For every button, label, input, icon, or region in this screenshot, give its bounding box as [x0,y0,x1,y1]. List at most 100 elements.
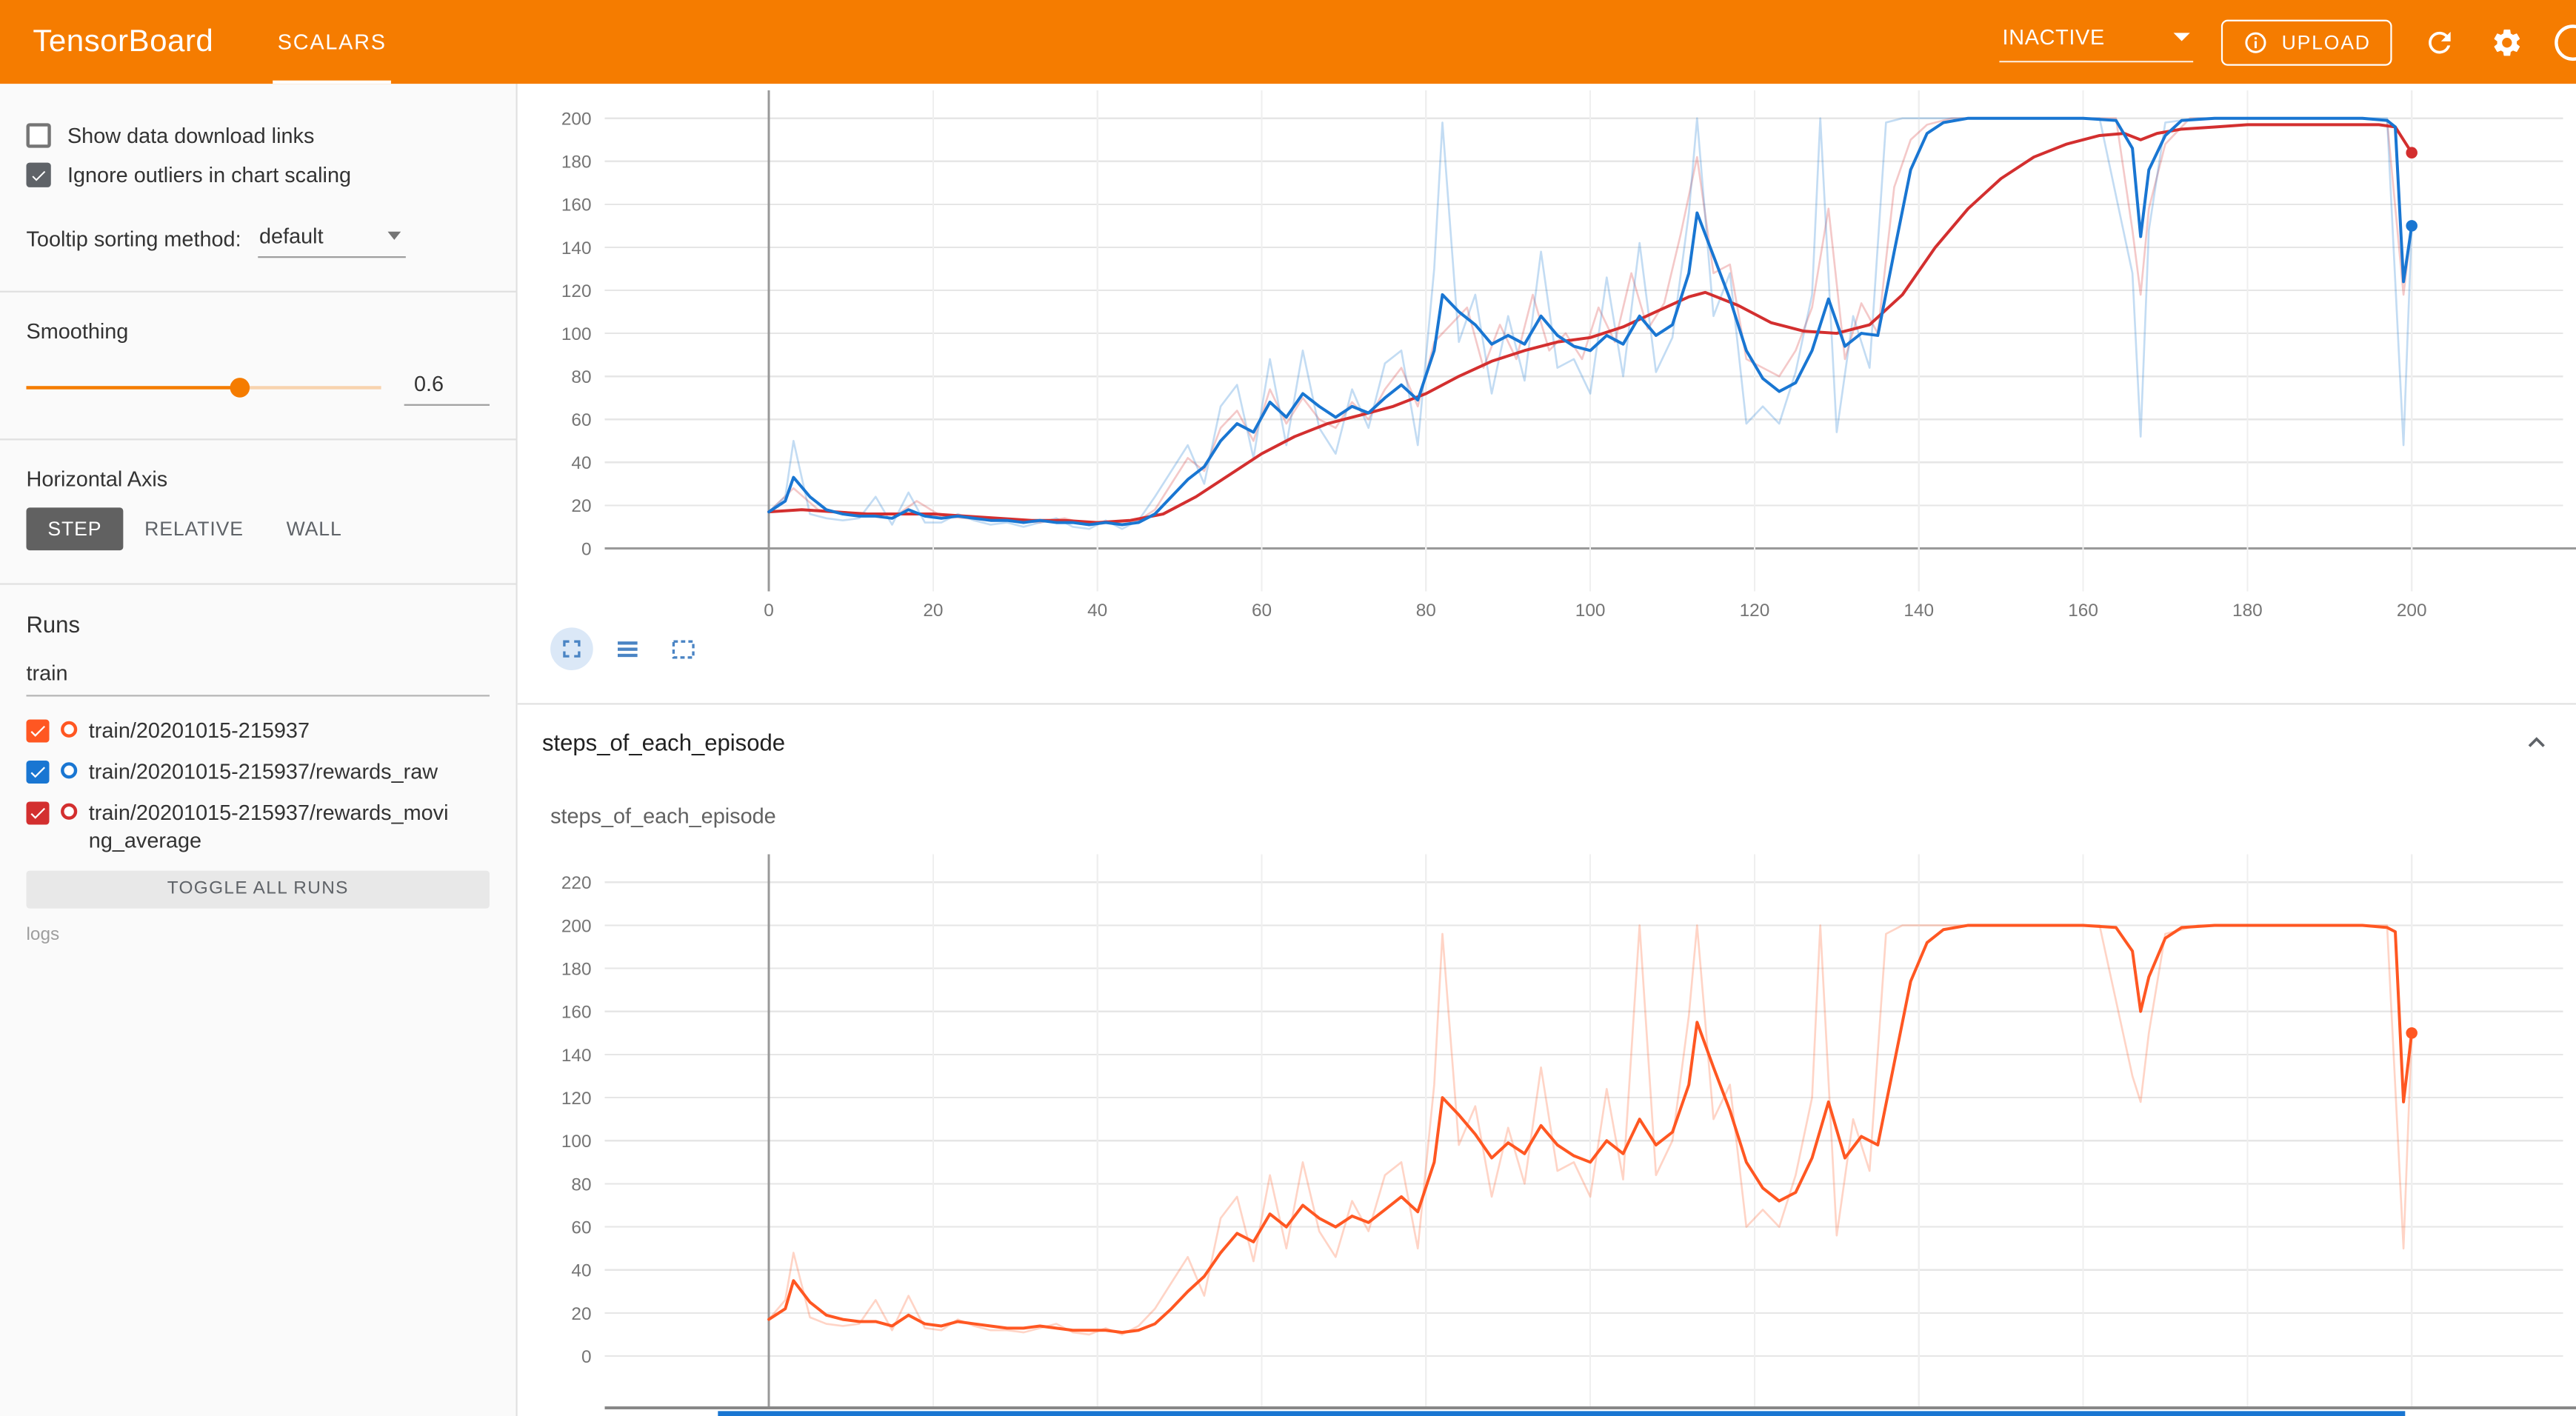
show-download-links-row[interactable]: Show data download links [26,123,490,148]
run-color-toggle[interactable] [61,721,78,738]
run-checkbox[interactable] [26,760,50,784]
divider [517,703,2576,705]
ignore-outliers-label: Ignore outliers in chart scaling [67,162,352,187]
expand-chart-button[interactable] [550,627,593,670]
tag-section-header[interactable]: steps_of_each_episode [517,704,2576,779]
svg-text:60: 60 [1252,601,1272,621]
chart-card-title: steps_of_each_episode [550,803,776,828]
svg-text:40: 40 [571,1261,591,1281]
upload-button[interactable]: UPLOAD [2220,19,2392,65]
sidebar: Show data download links Ignore outliers… [0,84,518,1416]
rewards-chart[interactable]: 0 20 40 60 80 100 120 140 160 180 200 0 20 40 60 80 100 1… [518,90,2576,638]
axis-buttons: STEP RELATIVE WALL [26,507,490,551]
svg-text:60: 60 [571,1218,591,1238]
svg-text:100: 100 [561,1132,592,1152]
divider [0,438,516,441]
smoothing-label: Smoothing [26,318,129,344]
svg-text:80: 80 [571,1175,591,1195]
run-color-toggle[interactable] [61,761,78,779]
run-label: train/20201015-215937 [88,718,310,743]
horizontal-axis-label: Horizontal Axis [26,466,168,492]
svg-text:0: 0 [581,1347,592,1367]
tooltip-sorting-dropdown[interactable]: default [257,220,406,258]
run-checkbox[interactable] [26,801,50,825]
show-download-links-checkbox[interactable] [26,123,51,148]
svg-text:180: 180 [561,959,592,979]
svg-text:200: 200 [561,916,592,936]
chevron-down-icon [2173,33,2190,41]
svg-text:220: 220 [561,873,592,893]
run-list: train/20201015-215937 train/20201015-2159… [26,718,490,855]
svg-text:20: 20 [571,496,591,516]
main-content: 0 20 40 60 80 100 120 140 160 180 200 0 20 40 60 80 100 1… [517,84,2576,1416]
run-row[interactable]: train/20201015-215937 [26,718,490,745]
smoothing-slider-fill [26,385,239,389]
refresh-button[interactable] [2420,22,2459,61]
smoothing-value-input[interactable]: 0.6 [404,368,490,406]
section-title: steps_of_each_episode [541,728,786,755]
svg-text:0: 0 [764,601,774,621]
status-dropdown[interactable]: INACTIVE [1999,21,2193,63]
next-card-peek [718,1411,2406,1416]
svg-text:100: 100 [561,324,592,344]
data-table-button[interactable] [606,627,649,670]
svg-text:60: 60 [571,410,591,430]
app-header: TensorBoard SCALARS INACTIVE UPLOAD [0,0,2576,84]
svg-text:160: 160 [2068,601,2098,621]
run-filter-input[interactable]: train [26,657,490,697]
svg-text:180: 180 [2232,601,2263,621]
svg-text:140: 140 [561,238,592,258]
fullscreen-icon [563,640,581,658]
axis-option-step[interactable]: STEP [26,507,124,551]
svg-text:180: 180 [561,153,592,173]
chevron-up-icon[interactable] [2520,725,2553,758]
ignore-outliers-row[interactable]: Ignore outliers in chart scaling [26,162,490,187]
svg-text:40: 40 [571,453,591,473]
chart-toolbar [550,627,705,670]
axis-option-wall[interactable]: WALL [265,507,364,550]
toggle-all-runs-button[interactable]: TOGGLE ALL RUNS [26,869,490,908]
show-download-links-label: Show data download links [67,123,315,148]
list-lines-icon [618,641,638,658]
upload-button-label: UPLOAD [2281,30,2371,54]
chevron-down-icon [387,231,401,240]
gear-icon [2494,28,2520,56]
info-icon [2245,31,2266,53]
steps-chart[interactable]: 0 20 40 60 80 100 120 140 160 180 200 220 [518,854,2576,1416]
run-label: train/20201015-215937/rewards_raw [88,758,438,784]
svg-text:120: 120 [1740,601,1770,621]
svg-text:20: 20 [923,601,943,621]
logs-label: logs [26,924,60,944]
svg-text:200: 200 [2397,601,2427,621]
run-row[interactable]: train/20201015-215937/rewards_raw [26,759,490,787]
tooltip-sorting-value: default [259,223,324,248]
divider [0,290,516,293]
tensorboard-logo: TensorBoard [33,24,214,59]
svg-text:80: 80 [571,367,591,387]
tooltip-sorting-label: Tooltip sorting method: [26,227,241,252]
svg-text:140: 140 [1903,601,1934,621]
tab-scalars[interactable]: SCALARS [273,0,393,84]
svg-text:40: 40 [1087,601,1107,621]
help-icon[interactable] [2555,24,2576,60]
refresh-icon [2429,30,2451,53]
smoothing-slider-thumb[interactable] [229,377,250,397]
svg-text:120: 120 [561,281,592,301]
dashed-box-icon [672,640,695,659]
run-color-toggle[interactable] [61,803,78,820]
ignore-outliers-checkbox[interactable] [26,162,51,187]
status-dropdown-value: INACTIVE [2002,24,2105,50]
runs-label: Runs [26,611,80,638]
svg-text:20: 20 [571,1304,591,1324]
svg-text:80: 80 [1416,601,1436,621]
fit-domain-button[interactable] [662,627,705,670]
settings-button[interactable] [2487,22,2526,61]
smoothing-slider[interactable] [26,375,381,398]
axis-option-relative[interactable]: RELATIVE [123,507,265,550]
svg-text:140: 140 [561,1046,592,1066]
svg-text:100: 100 [1575,601,1606,621]
svg-text:160: 160 [561,196,592,216]
run-row[interactable]: train/20201015-215937/rewards_moving_ave… [26,800,490,855]
run-checkbox[interactable] [26,719,50,743]
